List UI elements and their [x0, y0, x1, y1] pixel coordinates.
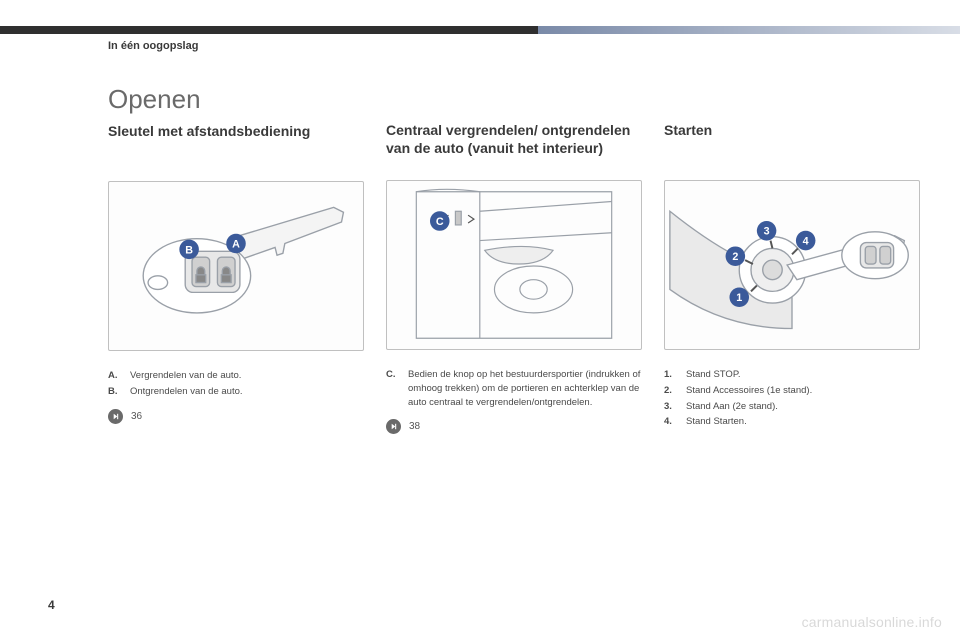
svg-text:1: 1	[736, 292, 742, 304]
caption-text: Ontgrendelen van de auto.	[130, 385, 243, 399]
page-ref: 38	[386, 419, 642, 434]
caption-row: 4. Stand Starten.	[664, 415, 920, 429]
caption-text: Stand STOP.	[686, 368, 741, 382]
column-central-lock: Centraal vergrendelen/ ontgrendelen van …	[386, 84, 642, 434]
page-title: Openen	[108, 84, 364, 115]
caption-row: A. Vergrendelen van de auto.	[108, 369, 364, 383]
column-key-remote: Openen Sleutel met afstandsbediening	[108, 84, 364, 434]
caption-list-start: 1. Stand STOP. 2. Stand Accessoires (1e …	[664, 368, 920, 429]
caption-label: B.	[108, 385, 122, 399]
page-ref: 36	[108, 409, 364, 424]
caption-label: C.	[386, 368, 400, 409]
caption-row: B. Ontgrendelen van de auto.	[108, 385, 364, 399]
caption-label: 4.	[664, 415, 678, 429]
watermark: carmanualsonline.info	[802, 614, 942, 630]
page-ref-number: 38	[409, 421, 420, 432]
svg-text:2: 2	[732, 251, 738, 263]
illustration-key-remote: B A	[108, 181, 364, 351]
caption-text: Bedien de knop op het bestuurdersportier…	[408, 368, 642, 409]
svg-text:A: A	[232, 238, 240, 250]
illustration-ignition: 1 2 3 4	[664, 180, 920, 350]
caption-list-central: C. Bedien de knop op het bestuurdersport…	[386, 368, 642, 409]
svg-text:4: 4	[803, 235, 809, 247]
caption-row: 2. Stand Accessoires (1e stand).	[664, 384, 920, 398]
section-title-start: Starten	[664, 122, 920, 176]
caption-row: C. Bedien de knop op het bestuurdersport…	[386, 368, 642, 409]
caption-label: A.	[108, 369, 122, 383]
caption-label: 3.	[664, 400, 678, 414]
svg-text:C: C	[436, 216, 444, 228]
svg-text:B: B	[185, 244, 193, 256]
column-start: Starten	[664, 84, 920, 434]
section-title-key: Sleutel met afstandsbediening	[108, 123, 364, 177]
illustration-door-panel: C	[386, 180, 642, 350]
page-number: 4	[48, 598, 55, 612]
forward-ref-icon	[108, 409, 123, 424]
breadcrumb: In één oogopslag	[108, 40, 198, 52]
caption-row: 1. Stand STOP.	[664, 368, 920, 382]
header-bar	[0, 26, 960, 34]
section-title-central-lock: Centraal vergrendelen/ ontgrendelen van …	[386, 122, 642, 176]
caption-label: 2.	[664, 384, 678, 398]
content-columns: Openen Sleutel met afstandsbediening	[108, 84, 920, 434]
caption-text: Vergrendelen van de auto.	[130, 369, 241, 383]
svg-text:3: 3	[764, 226, 770, 238]
forward-ref-icon	[386, 419, 401, 434]
caption-text: Stand Starten.	[686, 415, 747, 429]
caption-label: 1.	[664, 368, 678, 382]
caption-row: 3. Stand Aan (2e stand).	[664, 400, 920, 414]
page-ref-number: 36	[131, 411, 142, 422]
caption-text: Stand Accessoires (1e stand).	[686, 384, 812, 398]
caption-text: Stand Aan (2e stand).	[686, 400, 778, 414]
caption-list-key: A. Vergrendelen van de auto. B. Ontgrend…	[108, 369, 364, 399]
